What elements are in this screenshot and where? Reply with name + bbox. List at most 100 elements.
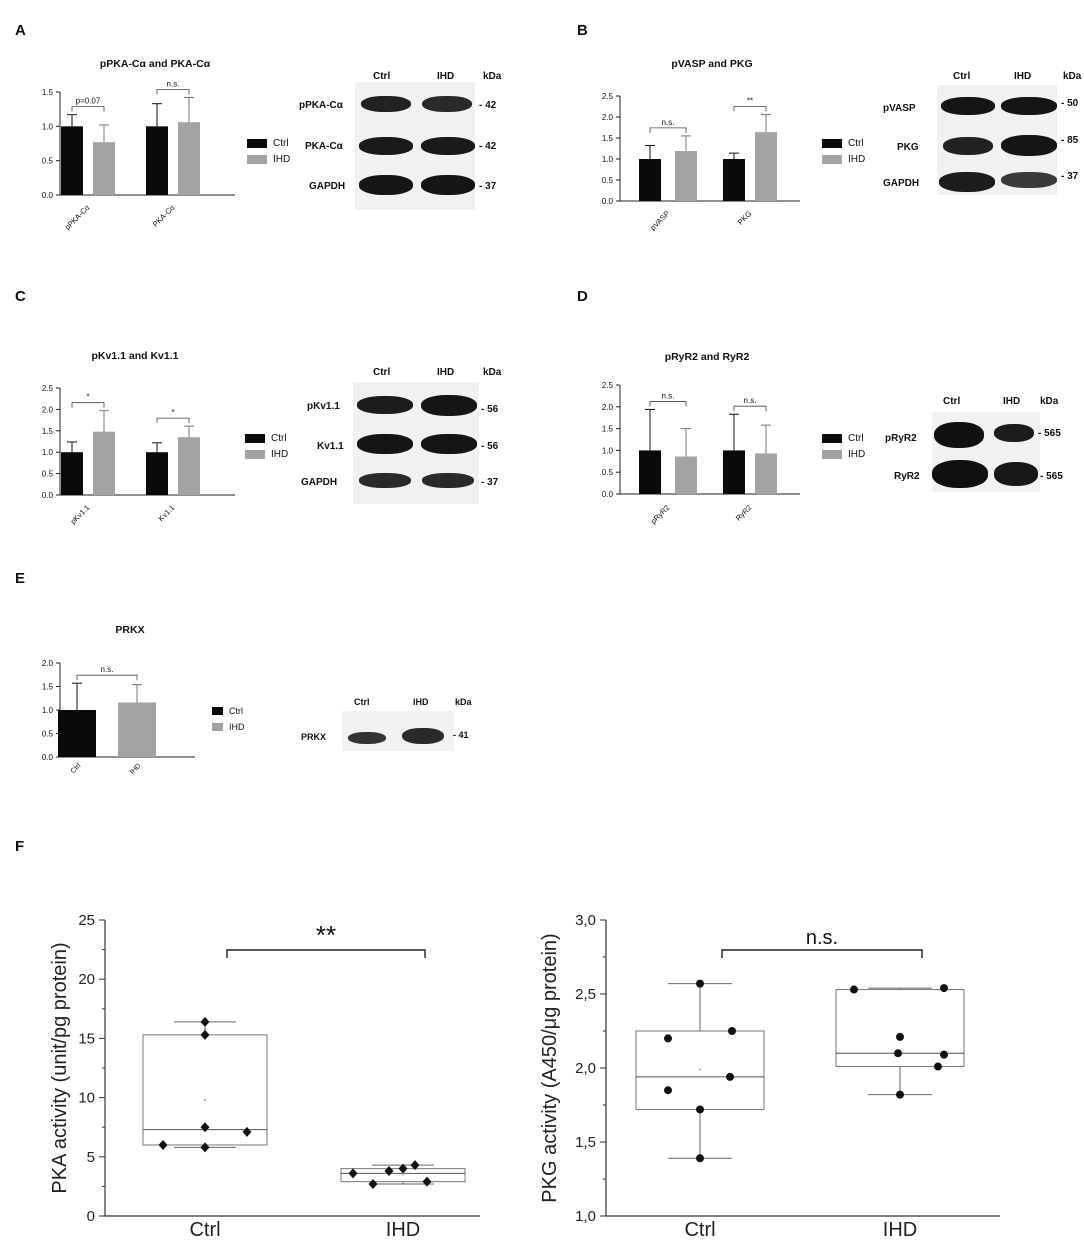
panel-e: E PRKX 0.0 0.5 1.0 1.5 2.0 Ctrl IHD n.s. Ctrl I… bbox=[0, 560, 540, 790]
data-point bbox=[384, 1166, 394, 1177]
bar-ctrl bbox=[146, 452, 168, 495]
y-tick-label: 2.0 bbox=[602, 403, 614, 412]
panel-letter: B bbox=[577, 22, 588, 39]
y-tick-label: 1.0 bbox=[42, 122, 54, 131]
legend-label-ctrl: Ctrl bbox=[848, 137, 864, 149]
bar-ihd bbox=[178, 122, 200, 195]
blot-kda-header: kDa bbox=[483, 367, 502, 378]
y-tick-label: 2.5 bbox=[602, 381, 614, 390]
y-tick-label: 2,5 bbox=[575, 986, 596, 1003]
blot-band bbox=[422, 96, 472, 112]
blot-band bbox=[359, 137, 413, 155]
blot-row-label: PRKX bbox=[301, 732, 327, 742]
box-plot-pka: 0 5 10 15 20 25 PKA activity (unit/pg protein)… bbox=[49, 912, 480, 1240]
blot-col-ihd: IHD bbox=[1003, 396, 1021, 407]
legend-label-ihd: IHD bbox=[848, 448, 866, 460]
data-point bbox=[200, 1016, 210, 1027]
data-point bbox=[242, 1126, 252, 1137]
blot-band bbox=[1001, 135, 1057, 156]
blot-row-label: PKG bbox=[897, 142, 919, 153]
blot-band bbox=[357, 434, 413, 454]
bar-ihd bbox=[755, 132, 777, 201]
bar-ctrl bbox=[146, 126, 168, 195]
legend-swatch-ctrl bbox=[822, 433, 842, 443]
legend-label-ihd: IHD bbox=[273, 153, 291, 165]
blot-band bbox=[421, 395, 477, 416]
y-tick-label: 2,0 bbox=[575, 1060, 596, 1077]
blot-row-kda: - 85 bbox=[1061, 135, 1079, 146]
legend-swatch-ihd bbox=[822, 154, 842, 164]
panel-letter: D bbox=[577, 288, 588, 305]
y-tick-label: 0.5 bbox=[42, 470, 54, 479]
legend-label-ctrl: Ctrl bbox=[273, 137, 289, 149]
blot-row-label: pRyR2 bbox=[885, 433, 917, 444]
panel-letter: C bbox=[15, 288, 26, 305]
panel-d: D pRyR2 and RyR2 0.0 0.5 1.0 1.5 2.0 2.5 pRyR2… bbox=[542, 280, 1084, 540]
y-tick-label: 1.0 bbox=[602, 446, 614, 455]
y-tick-label: 2.5 bbox=[42, 384, 54, 393]
significance-label: n.s. bbox=[744, 396, 757, 405]
significance-bracket bbox=[156, 417, 190, 424]
blot-band bbox=[421, 175, 475, 195]
significance-bracket bbox=[649, 401, 687, 407]
data-point bbox=[398, 1163, 408, 1174]
blot-col-ctrl: Ctrl bbox=[943, 396, 961, 407]
panel-title: PRKX bbox=[115, 624, 145, 636]
box-ihd bbox=[835, 989, 965, 1068]
y-tick-label: 0.5 bbox=[42, 730, 54, 739]
blot-row-kda: - 50 bbox=[1061, 98, 1079, 109]
blot-band bbox=[421, 137, 475, 155]
significance-bracket bbox=[649, 127, 687, 133]
blot-kda-header: kDa bbox=[1040, 396, 1059, 407]
panel-a: A pPKA-Cα and PKA-Cα 0.0 0.5 1.0 1.5 pPKA-Cα… bbox=[0, 0, 540, 270]
y-tick-label: 1.5 bbox=[602, 425, 614, 434]
data-point bbox=[158, 1139, 168, 1150]
significance-label: n.s. bbox=[167, 79, 180, 88]
significance-label: ** bbox=[747, 96, 753, 105]
blot-band bbox=[357, 396, 413, 414]
blot-col-ctrl: Ctrl bbox=[953, 71, 971, 82]
blot-row-kda: - 37 bbox=[479, 181, 497, 192]
legend-swatch-ihd bbox=[245, 449, 265, 459]
blot-row-label: PKA-Cα bbox=[305, 141, 343, 152]
data-point bbox=[850, 985, 858, 994]
panel-b: B pVASP and PKG 0.0 0.5 1.0 1.5 2.0 2.5 pVASP n… bbox=[542, 0, 1084, 270]
y-tick-label: 0.0 bbox=[602, 197, 614, 206]
y-tick-label: 2.0 bbox=[602, 113, 614, 122]
y-axis-title: PKG activity (A450/μg protein) bbox=[539, 933, 561, 1202]
legend-swatch-ctrl bbox=[247, 138, 267, 148]
data-point bbox=[696, 1154, 704, 1163]
significance-bracket bbox=[156, 89, 190, 95]
significance-bracket bbox=[226, 949, 426, 958]
x-tick-label: IHD bbox=[883, 1219, 917, 1240]
mean-marker bbox=[699, 1068, 701, 1071]
bar-ctrl bbox=[61, 126, 83, 195]
blot-band bbox=[421, 434, 477, 454]
blot-band bbox=[361, 96, 411, 112]
blot-band bbox=[943, 137, 993, 155]
western-blot: Ctrl IHD kDa pVASP - 50 PKG - 85 GAPDH -… bbox=[877, 68, 1082, 198]
blot-col-ihd: IHD bbox=[437, 367, 455, 378]
data-point bbox=[896, 1032, 904, 1041]
panel-title: pVASP and PKG bbox=[671, 58, 753, 70]
panel-c: C pKv1.1 and Kv1.1 0.0 0.5 1.0 1.5 2.0 2.5 pKv… bbox=[0, 280, 540, 540]
data-point bbox=[940, 984, 948, 993]
panel-title: pKv1.1 and Kv1.1 bbox=[91, 350, 179, 362]
data-point bbox=[422, 1176, 432, 1187]
data-point bbox=[894, 1049, 902, 1058]
panel-letter: E bbox=[15, 570, 26, 587]
legend: Ctrl IHD bbox=[822, 430, 865, 462]
legend-swatch-ihd bbox=[822, 449, 842, 459]
y-tick-label: 2.5 bbox=[602, 92, 614, 101]
blot-band bbox=[1001, 97, 1057, 115]
significance-label: n.s. bbox=[662, 391, 675, 400]
legend-label-ctrl: Ctrl bbox=[848, 432, 864, 444]
blot-row-label: pKv1.1 bbox=[307, 401, 340, 412]
blot-row-label: GAPDH bbox=[301, 477, 338, 488]
y-tick-label: 25 bbox=[78, 912, 95, 929]
y-tick-label: 3,0 bbox=[575, 912, 596, 929]
data-point bbox=[664, 1086, 672, 1095]
western-blot: Ctrl IHD kDa pRyR2 - 565 RyR2 - 565 bbox=[882, 394, 1082, 494]
bar-ctrl bbox=[723, 159, 745, 201]
